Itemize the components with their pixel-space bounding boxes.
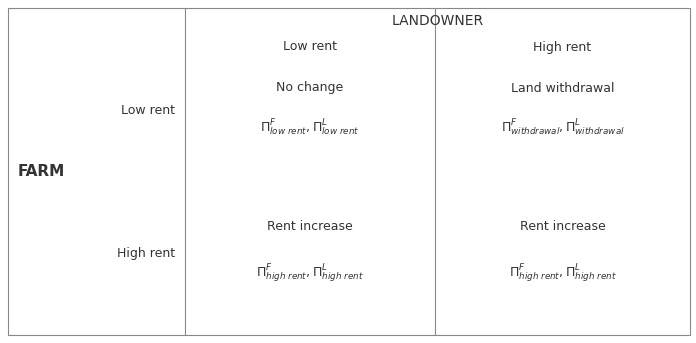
- Text: Land withdrawal: Land withdrawal: [511, 82, 615, 95]
- Text: High rent: High rent: [533, 40, 592, 54]
- Text: Rent increase: Rent increase: [520, 220, 606, 233]
- Text: $\Pi^{F}_{withdrawal}$$,\Pi^{L}_{withdrawal}$: $\Pi^{F}_{withdrawal}$$,\Pi^{L}_{withdra…: [500, 118, 624, 138]
- Text: $\Pi^{F}_{high\ rent}$$,\Pi^{L}_{high\ rent}$: $\Pi^{F}_{high\ rent}$$,\Pi^{L}_{high\ r…: [256, 263, 364, 285]
- Text: $\Pi^{F}_{high\ rent}$$,\Pi^{L}_{high\ rent}$: $\Pi^{F}_{high\ rent}$$,\Pi^{L}_{high\ r…: [509, 263, 617, 285]
- Text: High rent: High rent: [117, 248, 175, 260]
- Text: Low rent: Low rent: [121, 104, 175, 117]
- Text: No change: No change: [276, 82, 344, 95]
- Text: LANDOWNER: LANDOWNER: [391, 14, 484, 28]
- Text: Low rent: Low rent: [283, 40, 337, 54]
- Text: $\Pi^{F}_{low\ rent}$$,\Pi^{L}_{low\ rent}$: $\Pi^{F}_{low\ rent}$$,\Pi^{L}_{low\ ren…: [260, 118, 360, 138]
- Text: Rent increase: Rent increase: [267, 220, 353, 233]
- Text: FARM: FARM: [18, 164, 65, 179]
